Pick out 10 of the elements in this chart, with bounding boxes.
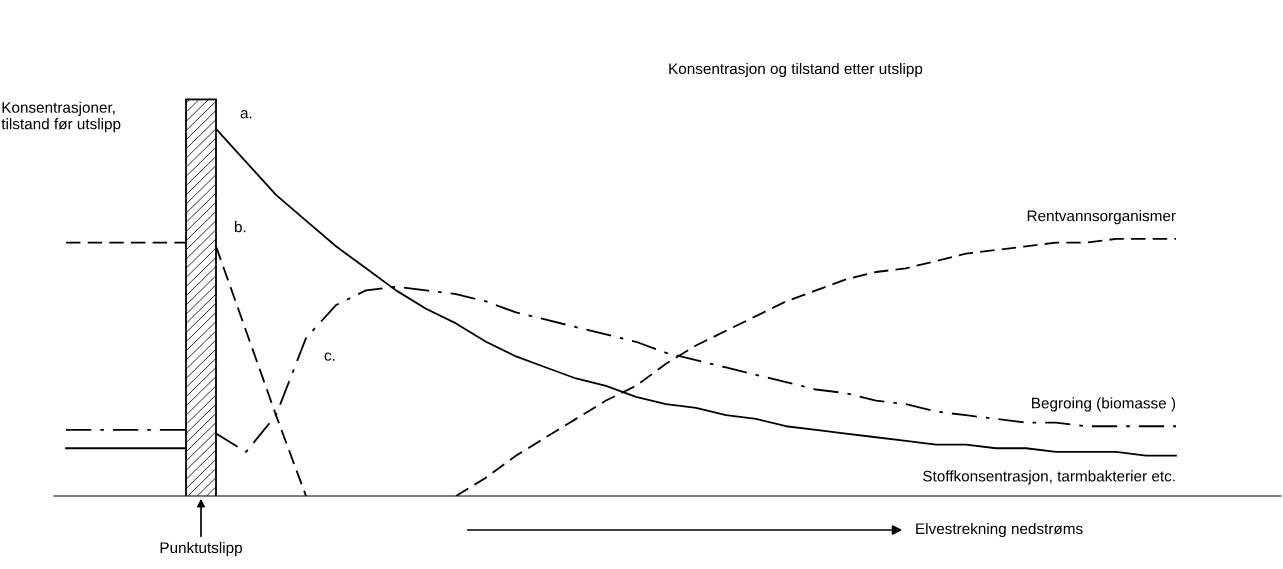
y-axis-title: Konsentrasjoner, tilstand før utslipp [1, 101, 121, 133]
annotation: c. [324, 352, 335, 361]
series-label: Rentvannsorganismer [1027, 210, 1176, 225]
text: a. [240, 110, 252, 119]
text: Punktutslipp [160, 541, 242, 557]
series-label: Begroing (biomasse ) [1032, 397, 1176, 412]
series-label: Stoffkonsentrasjon, tarmbakterier etc. [923, 470, 1175, 485]
chart-title: Konsentrasjon og tilstand etter utslipp [669, 62, 923, 78]
annotation: b. [234, 221, 246, 233]
x-axis-title: Elvestrekning nedstrøms [916, 522, 1083, 538]
